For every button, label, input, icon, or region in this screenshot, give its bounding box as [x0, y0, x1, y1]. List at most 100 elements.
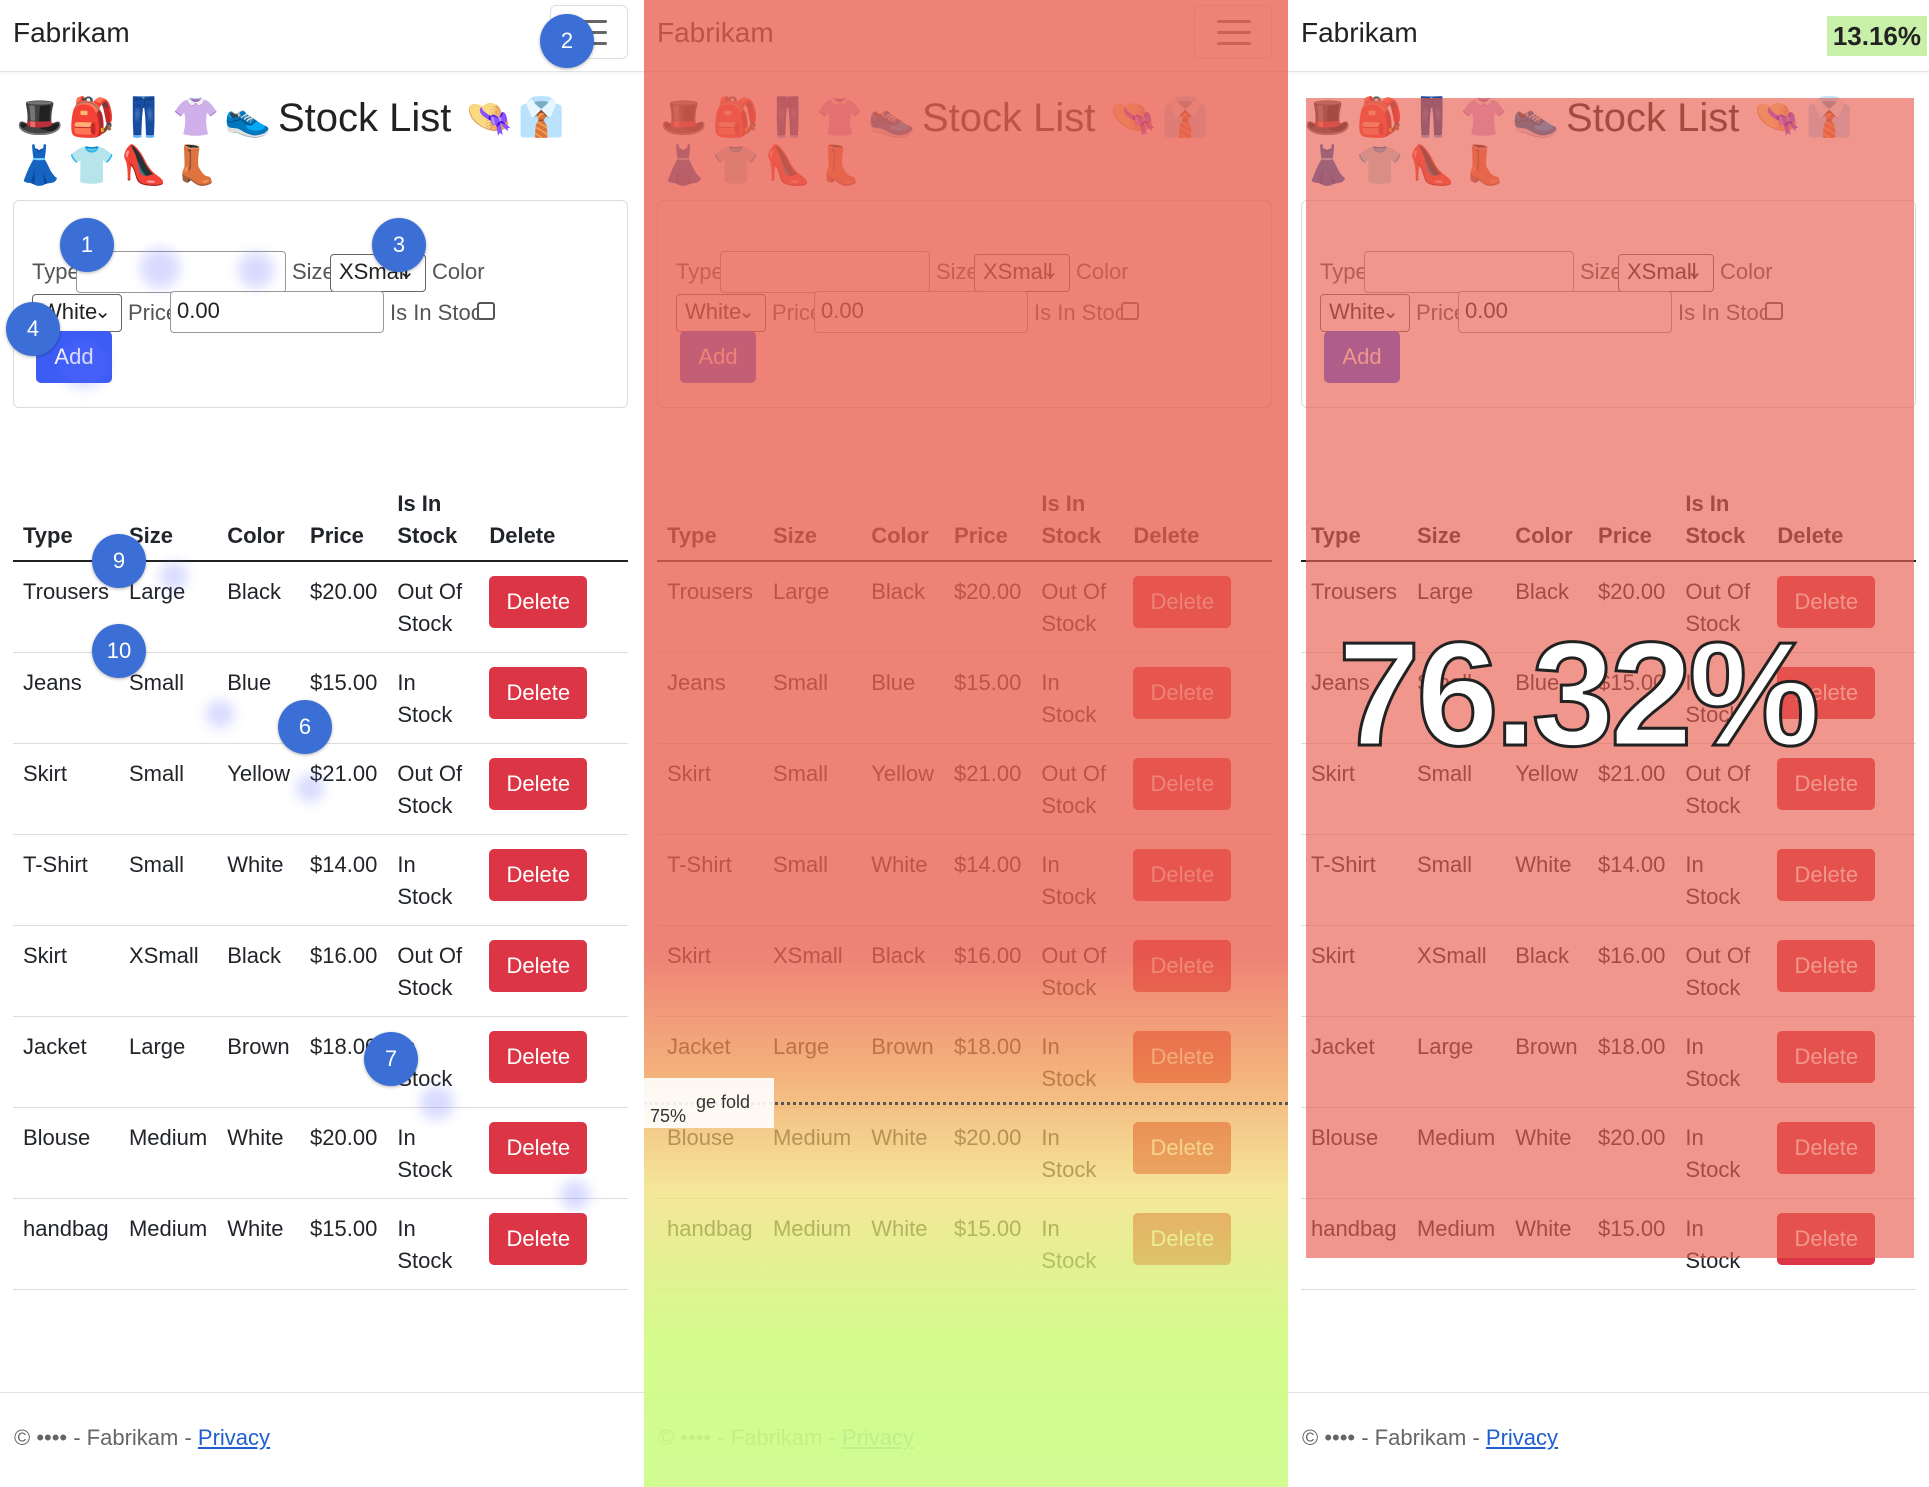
delete-button[interactable]: Delete: [1133, 1213, 1232, 1265]
add-button[interactable]: Add: [1324, 331, 1400, 383]
click-density-blob: [238, 252, 274, 288]
cell-color: White: [1505, 1198, 1589, 1290]
menu-toggle-button[interactable]: [1194, 5, 1272, 59]
cell-in-stock: In Stock: [1675, 652, 1768, 744]
cell-price: $14.00: [300, 834, 388, 926]
delete-button[interactable]: Delete: [1133, 758, 1232, 810]
delete-button[interactable]: Delete: [489, 667, 588, 719]
add-button[interactable]: Add: [36, 331, 112, 383]
sneaker-icon: 👟: [1512, 97, 1560, 139]
type-label: Type: [1320, 259, 1368, 284]
brand-link[interactable]: Fabrikam: [657, 17, 774, 48]
delete-button[interactable]: Delete: [1133, 849, 1232, 901]
table-row: handbag Medium White $15.00 In Stock Del…: [1301, 1198, 1916, 1290]
delete-button[interactable]: Delete: [1777, 940, 1876, 992]
cell-delete: Delete: [479, 1016, 628, 1108]
in-stock-checkbox[interactable]: [1121, 302, 1139, 320]
tshirt-icon: 👕: [68, 145, 116, 187]
navbar: Fabrikam: [1288, 0, 1929, 72]
sneaker-icon: 👟: [868, 97, 916, 139]
cell-color: Black: [861, 561, 945, 653]
delete-button[interactable]: Delete: [1777, 576, 1876, 628]
color-select[interactable]: White ⌄: [676, 294, 766, 332]
stock-table: Type Size Color Price Is In Stock Delete…: [1301, 480, 1916, 1290]
delete-button[interactable]: Delete: [489, 1031, 588, 1083]
type-input[interactable]: [720, 251, 930, 293]
price-input[interactable]: 0.00: [814, 291, 1028, 333]
delete-button[interactable]: Delete: [1777, 1031, 1876, 1083]
privacy-link[interactable]: Privacy: [841, 1425, 915, 1450]
delete-button[interactable]: Delete: [1777, 758, 1876, 810]
delete-button[interactable]: Delete: [489, 1122, 588, 1174]
delete-button[interactable]: Delete: [1777, 1122, 1876, 1174]
cell-color: White: [217, 834, 301, 926]
delete-button[interactable]: Delete: [489, 576, 588, 628]
delete-button[interactable]: Delete: [489, 1213, 588, 1265]
delete-button[interactable]: Delete: [1133, 940, 1232, 992]
cell-size: XSmall: [762, 925, 862, 1017]
cell-delete: Delete: [1123, 1016, 1272, 1108]
privacy-link[interactable]: Privacy: [197, 1425, 271, 1450]
cell-color: Yellow: [861, 743, 945, 835]
jeans-icon: 👖: [764, 97, 812, 139]
delete-button[interactable]: Delete: [1777, 849, 1876, 901]
table-row: handbag Medium White $15.00 In Stock Del…: [13, 1198, 628, 1290]
column-header-in-stock: Is In Stock: [1031, 480, 1124, 562]
cell-size: Large: [762, 1016, 862, 1108]
size-select[interactable]: XSmall ⌄: [974, 254, 1070, 292]
table-row: T-Shirt Small White $14.00 In Stock Dele…: [657, 834, 1272, 926]
delete-button[interactable]: Delete: [489, 849, 588, 901]
boot-icon: 👢: [1460, 145, 1508, 187]
page-heading: 🎩 🎒 👖 👚 👟 Stock List 👒 👔 👗 👕 👠 👢: [658, 94, 1258, 190]
stock-table: Type Size Color Price Is In Stock Delete…: [13, 480, 628, 1290]
cell-color: Black: [217, 925, 301, 1017]
in-stock-label: Is In Stock: [390, 300, 493, 325]
delete-button[interactable]: Delete: [489, 940, 588, 992]
brand-link[interactable]: Fabrikam: [13, 17, 130, 48]
add-stock-form: Type Size XSmall ⌄ Color White ⌄ Price 0.0…: [1301, 200, 1916, 408]
delete-button[interactable]: Delete: [1133, 667, 1232, 719]
color-select[interactable]: White ⌄: [1320, 294, 1410, 332]
cell-type: Skirt: [13, 743, 119, 835]
boot-icon: 👢: [172, 145, 220, 187]
tshirt-icon: 👕: [1356, 145, 1404, 187]
cell-in-stock: Out Of Stock: [387, 743, 480, 835]
delete-button[interactable]: Delete: [1133, 1031, 1232, 1083]
in-stock-checkbox[interactable]: [477, 302, 495, 320]
delete-button[interactable]: Delete: [1133, 1122, 1232, 1174]
cell-color: Black: [1505, 925, 1589, 1017]
type-input[interactable]: [1364, 251, 1574, 293]
delete-button[interactable]: Delete: [1133, 576, 1232, 628]
dress-icon: 👗: [16, 145, 64, 187]
cell-delete: Delete: [479, 561, 628, 653]
cell-delete: Delete: [1767, 652, 1916, 744]
click-density-blob: [206, 700, 234, 728]
price-input[interactable]: 0.00: [1458, 291, 1672, 333]
table-row: Skirt XSmall Black $16.00 Out Of Stock D…: [13, 925, 628, 1017]
cell-color: Black: [217, 561, 301, 653]
cell-type: Skirt: [1301, 925, 1407, 1017]
brand-link[interactable]: Fabrikam: [1301, 17, 1418, 48]
privacy-link[interactable]: Privacy: [1485, 1425, 1559, 1450]
type-label: Type: [676, 259, 724, 284]
high-heel-icon: 👠: [764, 145, 812, 187]
cell-price: $21.00: [944, 743, 1032, 835]
cell-color: White: [217, 1198, 301, 1290]
cell-delete: Delete: [1767, 743, 1916, 835]
cell-in-stock: Out Of Stock: [387, 925, 480, 1017]
cell-type: Jeans: [657, 652, 763, 744]
add-button[interactable]: Add: [680, 331, 756, 383]
delete-button[interactable]: Delete: [489, 758, 588, 810]
cell-color: Brown: [217, 1016, 301, 1108]
delete-button[interactable]: Delete: [1777, 667, 1876, 719]
click-marker: 9: [92, 534, 146, 588]
table-row: Jacket Large Brown $18.00 In Stock Delet…: [1301, 1016, 1916, 1108]
size-select[interactable]: XSmall ⌄: [1618, 254, 1714, 292]
delete-button[interactable]: Delete: [1777, 1213, 1876, 1265]
blouse-icon: 👚: [1460, 97, 1508, 139]
copyright-text: © •••• - Fabrikam -: [1302, 1425, 1486, 1450]
price-input[interactable]: 0.00: [170, 291, 384, 333]
in-stock-checkbox[interactable]: [1765, 302, 1783, 320]
table-row: Jeans Small Blue $15.00 In Stock Delete: [657, 652, 1272, 744]
footer: © •••• - Fabrikam - Privacy: [0, 1392, 644, 1487]
